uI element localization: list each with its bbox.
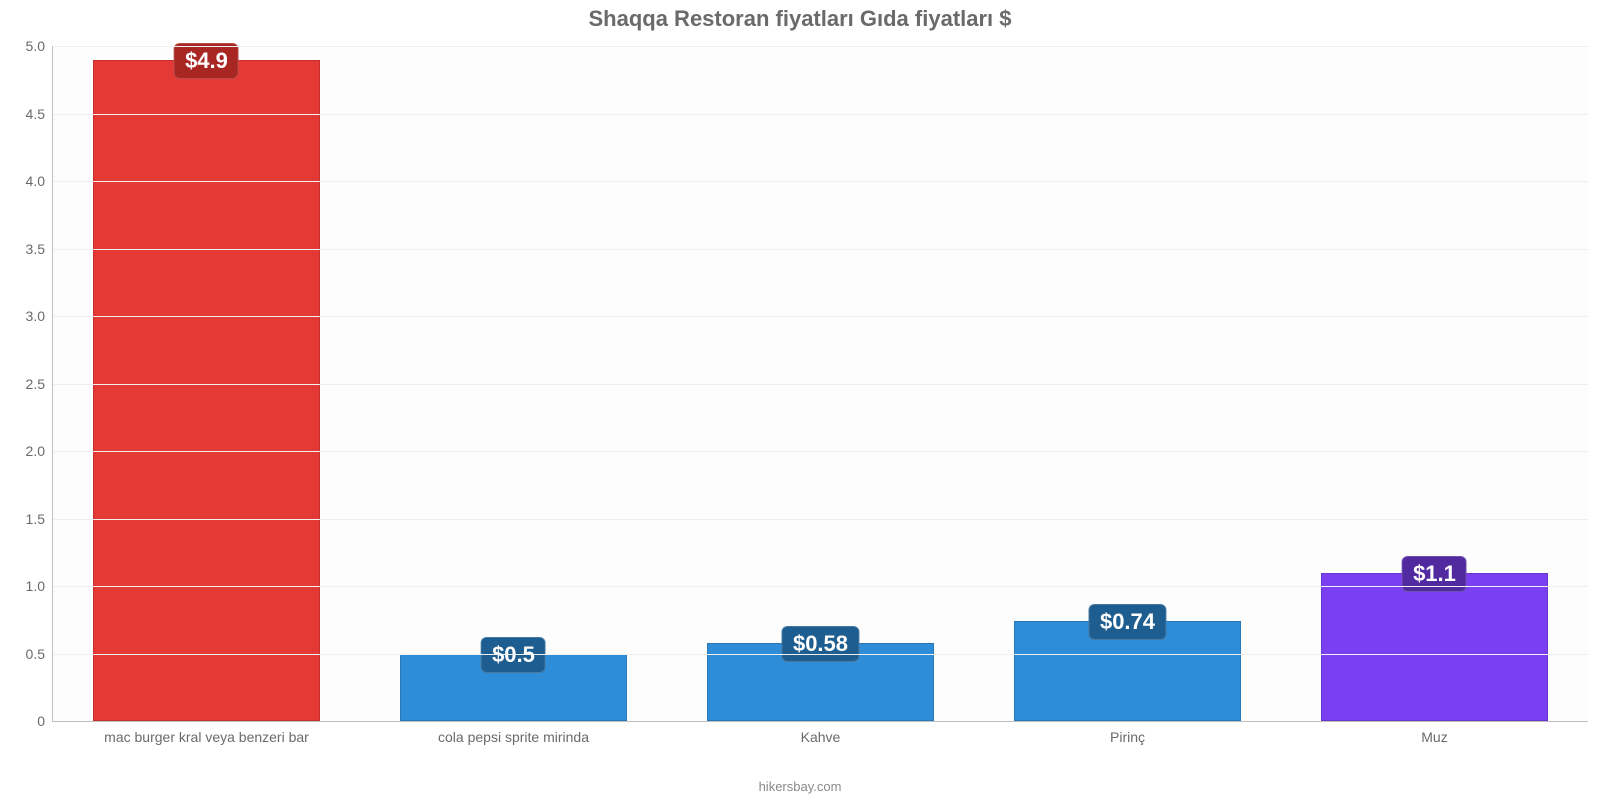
xtick-label: mac burger kral veya benzeri bar xyxy=(104,721,309,745)
value-badge: $0.74 xyxy=(1089,604,1166,640)
ytick-label: 2.0 xyxy=(26,443,53,459)
plot-area: $4.9mac burger kral veya benzeri bar$0.5… xyxy=(52,46,1588,722)
ytick-label: 5.0 xyxy=(26,38,53,54)
value-badge: $4.9 xyxy=(174,43,239,79)
gridline xyxy=(53,249,1588,250)
ytick-label: 1.0 xyxy=(26,578,53,594)
bar: $1.1 xyxy=(1321,573,1548,722)
ytick-label: 0.5 xyxy=(26,646,53,662)
gridline xyxy=(53,586,1588,587)
gridline xyxy=(53,181,1588,182)
xtick-label: Muz xyxy=(1421,721,1447,745)
gridline xyxy=(53,519,1588,520)
bar: $0.5 xyxy=(400,654,627,722)
gridline xyxy=(53,654,1588,655)
ytick-label: 4.5 xyxy=(26,106,53,122)
ytick-label: 3.0 xyxy=(26,308,53,324)
gridline xyxy=(53,384,1588,385)
value-badge: $0.5 xyxy=(481,637,546,673)
price-bar-chart: Shaqqa Restoran fiyatları Gıda fiyatları… xyxy=(0,0,1600,800)
gridline xyxy=(53,46,1588,47)
ytick-label: 1.5 xyxy=(26,511,53,527)
bar: $0.74 xyxy=(1014,621,1241,721)
ytick-label: 3.5 xyxy=(26,241,53,257)
bar: $4.9 xyxy=(93,60,320,722)
xtick-label: Pirinç xyxy=(1110,721,1145,745)
ytick-label: 2.5 xyxy=(26,376,53,392)
xtick-label: cola pepsi sprite mirinda xyxy=(438,721,589,745)
attribution-text: hikersbay.com xyxy=(0,779,1600,794)
gridline xyxy=(53,316,1588,317)
ytick-label: 4.0 xyxy=(26,173,53,189)
xtick-label: Kahve xyxy=(801,721,841,745)
value-badge: $0.58 xyxy=(782,626,859,662)
gridline xyxy=(53,114,1588,115)
ytick-label: 0 xyxy=(37,713,53,729)
chart-title: Shaqqa Restoran fiyatları Gıda fiyatları… xyxy=(0,6,1600,32)
gridline xyxy=(53,451,1588,452)
